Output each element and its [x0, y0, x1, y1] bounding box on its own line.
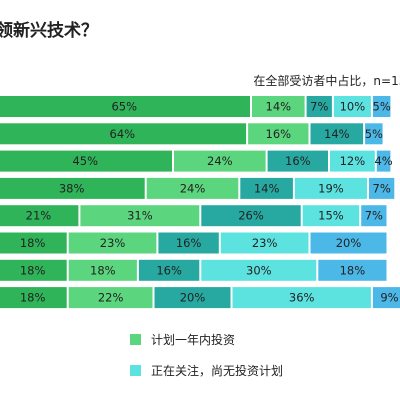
bar-segment-r1-s4	[365, 123, 383, 145]
bar-label-r7-s2: 20%	[180, 291, 206, 305]
bar-label-r1-s0: 64%	[110, 127, 136, 141]
bar-label-r6-s4: 18%	[340, 263, 366, 277]
bar-segment-r5-s1	[68, 232, 157, 254]
bar-segment-r2-s3	[330, 150, 375, 172]
bar-label-r7-s1: 22%	[98, 291, 124, 305]
bar-segment-r0-s1	[252, 96, 305, 117]
bar-label-r0-s2: 7%	[310, 100, 328, 114]
bar-label-r5-s2: 16%	[176, 236, 202, 250]
bar-segment-r0-s0	[0, 96, 250, 117]
bar-segment-r4-s2	[201, 205, 301, 227]
bar-segment-r5-s4	[310, 232, 387, 254]
bar-segment-r7-s3	[232, 287, 371, 309]
bar-label-r5-s0: 18%	[20, 236, 46, 250]
bar-segment-r0-s2	[306, 96, 332, 117]
bar-segment-r7-s4	[372, 287, 400, 309]
bar-label-r7-s0: 18%	[20, 291, 46, 305]
bar-segment-r4-s0	[0, 205, 79, 227]
bar-label-r7-s4: 9%	[380, 291, 398, 305]
bar-segment-r6-s3	[201, 259, 317, 281]
chart-title: 领新兴技术？	[0, 21, 98, 41]
bar-segment-r6-s1	[68, 259, 137, 281]
bar-label-r3-s1: 24%	[180, 181, 206, 195]
bar-segment-r3-s4	[369, 177, 395, 199]
bar-label-r5-s3: 23%	[252, 236, 278, 250]
chart-subtitle: 在全部受访者中占比，n=132	[253, 74, 400, 88]
bar-label-r2-s4: 4%	[374, 154, 392, 168]
bar-segment-r5-s2	[158, 232, 219, 254]
bar-segment-r0-s3	[333, 96, 371, 117]
bar-label-r2-s1: 24%	[207, 154, 233, 168]
bar-segment-r7-s2	[154, 287, 231, 309]
bar-segment-r2-s0	[0, 150, 172, 172]
bar-label-r5-s4: 20%	[336, 236, 362, 250]
bar-label-r4-s0: 21%	[26, 209, 52, 223]
bar-label-r3-s4: 7%	[373, 181, 391, 195]
bar-label-r2-s3: 12%	[340, 154, 366, 168]
legend-swatch-plan-invest	[130, 334, 141, 345]
bar-label-r6-s1: 18%	[90, 263, 116, 277]
bar-label-r4-s4: 7%	[365, 209, 383, 223]
bar-segment-r2-s1	[174, 150, 266, 172]
legend-item-watching: 正在关注，尚无投资计划	[130, 362, 283, 379]
bar-label-r6-s2: 16%	[156, 263, 182, 277]
bar-segment-r2-s2	[267, 150, 328, 172]
bar-segment-r4-s1	[80, 205, 200, 227]
legend-swatch-watching	[130, 365, 141, 376]
bar-segment-r3-s2	[240, 177, 293, 199]
bar-label-r5-s1: 23%	[100, 236, 126, 250]
bar-label-r1-s2: 14%	[324, 127, 350, 141]
bar-label-r4-s1: 31%	[127, 209, 153, 223]
bar-label-r6-s3: 30%	[246, 263, 272, 277]
legend-label-plan-invest: 计划一年内投资	[151, 333, 236, 347]
bar-segment-r1-s0	[0, 123, 247, 145]
bar-segment-r4-s3	[302, 205, 360, 227]
bar-label-r3-s2: 14%	[254, 181, 280, 195]
bar-label-r3-s3: 19%	[318, 181, 344, 195]
bar-segment-r3-s0	[0, 177, 145, 199]
bar-segment-r1-s1	[248, 123, 309, 145]
bar-segment-r0-s4	[372, 96, 391, 117]
bar-segment-r2-s4	[376, 150, 391, 172]
bar-segment-r6-s2	[138, 259, 200, 281]
bar-label-r0-s4: 5%	[373, 100, 391, 114]
bar-label-r3-s0: 38%	[59, 181, 85, 195]
bar-segment-r6-s4	[318, 259, 387, 281]
bar-segment-r6-s0	[0, 259, 67, 281]
legend-label-watching: 正在关注，尚无投资计划	[151, 364, 284, 378]
bar-segment-r3-s3	[294, 177, 367, 199]
bar-segment-r5-s0	[0, 232, 67, 254]
stacked-bar-chart: 65% 14% 7% 10% 5% 64% 16% 14% 5% 45% 24% 16% 12% 4% 38…	[0, 96, 400, 309]
bar-label-r6-s0: 18%	[20, 263, 46, 277]
bar-label-r0-s1: 14%	[266, 100, 292, 114]
bar-label-r7-s3: 36%	[289, 291, 315, 305]
bar-label-r4-s3: 15%	[318, 209, 344, 223]
bar-label-r0-s0: 65%	[111, 100, 137, 114]
bar-segment-r1-s2	[310, 123, 364, 145]
legend-item-plan-invest: 计划一年内投资	[130, 331, 235, 348]
bar-segment-r4-s4	[361, 205, 387, 227]
bar-segment-r7-s1	[68, 287, 153, 309]
bar-segment-r3-s1	[146, 177, 239, 199]
bar-label-r0-s3: 10%	[340, 100, 366, 114]
bar-label-r2-s2: 16%	[285, 154, 311, 168]
bar-label-r2-s0: 45%	[72, 154, 98, 168]
bar-label-r4-s2: 26%	[238, 209, 264, 223]
bar-segment-r7-s0	[0, 287, 67, 309]
bar-label-r1-s4: 5%	[365, 127, 383, 141]
bar-segment-r5-s3	[220, 232, 309, 254]
bar-label-r1-s1: 16%	[266, 127, 292, 141]
